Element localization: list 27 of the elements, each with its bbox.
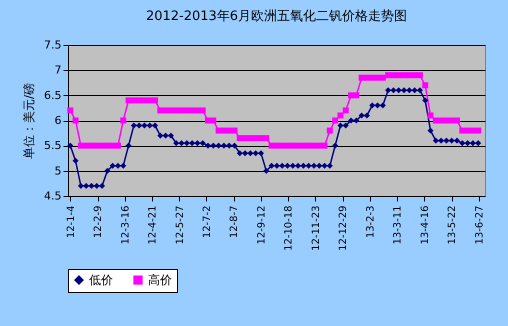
- x-tick-label: 12-7-2: [202, 206, 213, 238]
- y-axis-title: 单位：美元/磅: [22, 82, 36, 160]
- y-tick-label: 6.5: [44, 88, 62, 102]
- x-tick-label: 13-3-11: [392, 206, 404, 245]
- legend-label: 高价: [148, 273, 172, 288]
- chart-title: 2012-2013年6月欧洲五氧化二钒价格走势图: [146, 9, 408, 24]
- x-tick-label: 12-2-9: [93, 206, 104, 238]
- y-tick-label: 4.5: [44, 190, 62, 202]
- x-tick-label: 13-5-22: [447, 206, 458, 245]
- y-tick-label: 5: [54, 164, 62, 178]
- x-tick-label: 12-5-27: [174, 206, 186, 245]
- x-tick-label: 12-3-16: [120, 206, 132, 245]
- x-tick-label: 12-12-29: [338, 206, 350, 251]
- x-tick-label: 13-2-3: [365, 206, 376, 238]
- x-tick-label: 12-8-7: [229, 206, 240, 238]
- x-tick-label: 13-6-27: [474, 206, 486, 245]
- y-tick-label: 7.5: [44, 38, 62, 52]
- x-tick-label: 13-4-16: [420, 206, 431, 245]
- x-tick-label: 12-1-4: [66, 206, 77, 238]
- legend-label: 低价: [89, 273, 113, 288]
- y-tick-label: 7: [54, 64, 62, 77]
- y-tick-label: 5.5: [44, 139, 62, 152]
- x-tick-label: 12-9-12: [256, 206, 268, 245]
- x-tick-label: 12-10-18: [284, 206, 295, 251]
- x-tick-label: 12-11-23: [310, 206, 322, 251]
- x-tick-label: 12-4-21: [148, 206, 159, 245]
- y-tick-label: 6: [54, 114, 62, 127]
